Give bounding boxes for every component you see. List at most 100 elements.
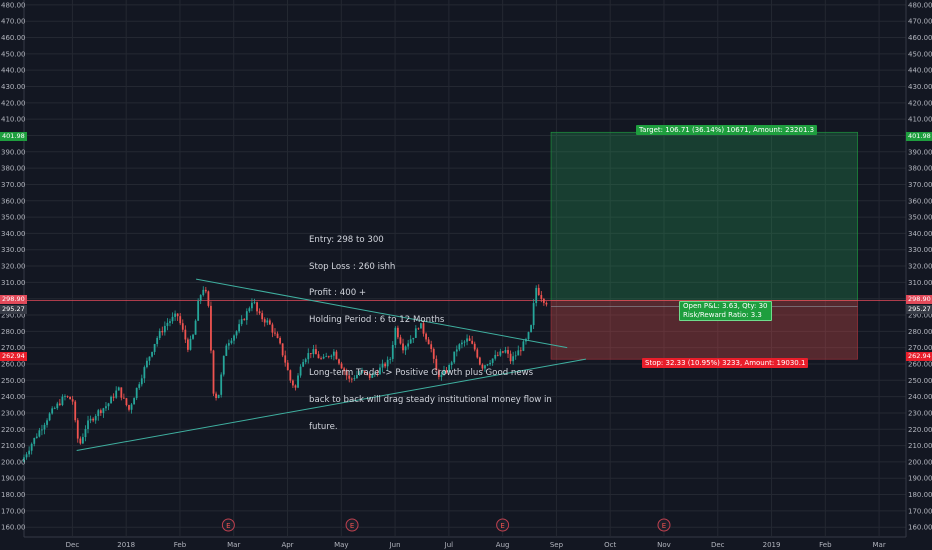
candle-body xyxy=(169,321,171,323)
candle-body xyxy=(478,357,481,365)
candle-body xyxy=(350,378,353,380)
candle-body xyxy=(268,320,271,325)
candle-body xyxy=(358,372,361,375)
right-target-price-tag: 401.98 xyxy=(906,132,932,141)
y-tick-label-right: 230.00 xyxy=(908,409,932,417)
candle-body xyxy=(204,289,207,292)
candle-body xyxy=(166,322,169,326)
y-tick-label-left: 240.00 xyxy=(1,393,26,401)
pnl-label[interactable]: Open P&L: 3.63, Qty: 30 Risk/Reward Rati… xyxy=(679,301,772,321)
candle-body xyxy=(345,371,348,376)
candle-body xyxy=(379,367,381,375)
annotation-line: Long-term Trade -> Positive Growth plus … xyxy=(309,368,534,379)
candle-body xyxy=(302,362,305,367)
candle-body xyxy=(227,343,230,346)
candle-body xyxy=(184,329,187,340)
candle-body xyxy=(332,351,335,356)
candle-body xyxy=(356,374,358,379)
candle-body xyxy=(89,418,92,421)
candle-body xyxy=(448,364,451,373)
candle-body xyxy=(130,404,133,410)
candle-body xyxy=(376,373,379,375)
x-tick-label: Apr xyxy=(281,541,293,549)
candle-body xyxy=(69,396,71,400)
candle-body xyxy=(435,358,438,371)
candle-body xyxy=(128,405,130,410)
target-label[interactable]: Target: 106.71 (36.14%) 10671, Amount: 2… xyxy=(636,125,818,135)
candle-body xyxy=(156,337,159,345)
x-tick-label: Jun xyxy=(389,541,401,549)
candle-body xyxy=(28,450,31,455)
candle-body xyxy=(437,370,440,377)
candle-body xyxy=(94,416,97,421)
candle-body xyxy=(532,303,535,326)
candle-body xyxy=(25,454,28,458)
candle-body xyxy=(491,358,494,363)
candle-body xyxy=(402,343,404,351)
candle-body xyxy=(535,287,538,304)
stop-label[interactable]: Stop: 32.33 (10.95%) 3233, Amount: 19030… xyxy=(642,358,809,368)
y-tick-label-right: 460.00 xyxy=(908,34,932,42)
candle-body xyxy=(207,291,210,306)
candle-body xyxy=(404,346,407,351)
candle-body xyxy=(245,311,248,321)
candle-body xyxy=(35,436,38,438)
x-tick-label: Nov xyxy=(657,541,671,549)
candle-body xyxy=(309,353,312,355)
candle-body xyxy=(279,337,281,344)
earnings-icon xyxy=(496,518,510,532)
x-tick-label: 2019 xyxy=(763,541,781,549)
candle-body xyxy=(225,345,228,356)
candle-body xyxy=(23,457,25,462)
candle-body xyxy=(381,363,384,368)
candle-body xyxy=(212,350,215,394)
candle-body xyxy=(56,403,59,409)
annotation-line: Holding Period : 6 to 12 Months xyxy=(309,314,445,325)
y-tick-label-right: 420.00 xyxy=(908,99,932,107)
candle-body xyxy=(82,437,84,444)
candle-body xyxy=(294,385,297,388)
y-tick-label-right: 440.00 xyxy=(908,67,932,75)
candle-body xyxy=(84,429,87,438)
candle-body xyxy=(117,387,120,391)
annotation-line: Profit : 400 + xyxy=(309,288,367,299)
right-entry-price-tag: 298.90 xyxy=(906,295,932,304)
candle-body xyxy=(210,305,212,351)
y-tick-label-left: 350.00 xyxy=(1,214,26,222)
candle-body xyxy=(417,328,420,330)
candle-body xyxy=(187,339,189,350)
candle-body xyxy=(53,408,56,409)
rr-text: Risk/Reward Ratio: 3.3 xyxy=(683,310,762,319)
trade-annotation[interactable]: Entry: 298 to 300 Stop Loss : 260 ishh P… xyxy=(309,218,552,441)
candle-body xyxy=(66,396,69,397)
x-tick-label: Dec xyxy=(66,541,80,549)
candle-body xyxy=(522,341,525,351)
x-tick-label: Sep xyxy=(550,541,564,549)
y-tick-label-left: 160.00 xyxy=(1,524,26,532)
candle-body xyxy=(243,319,246,321)
candle-body xyxy=(315,349,317,355)
x-tick-label: Jul xyxy=(444,541,454,549)
candle-body xyxy=(509,353,512,362)
candle-body xyxy=(484,365,486,369)
x-tick-label: Feb xyxy=(819,541,832,549)
candle-body xyxy=(133,398,136,405)
candle-body xyxy=(261,313,264,320)
candle-body xyxy=(230,340,233,344)
y-tick-label-left: 440.00 xyxy=(1,67,26,75)
candle-body xyxy=(120,387,123,398)
candle-body xyxy=(97,410,100,417)
earnings-icon xyxy=(221,518,235,532)
candle-body xyxy=(46,420,48,425)
candle-body xyxy=(99,410,102,414)
y-tick-label-right: 340.00 xyxy=(908,230,932,238)
candle-body xyxy=(394,327,397,345)
right-current-price-tag: 295.27 xyxy=(906,305,932,314)
candle-body xyxy=(140,378,143,385)
y-tick-label-right: 160.00 xyxy=(908,524,932,532)
left-target-price-tag: 401.98 xyxy=(0,132,27,141)
candle-body xyxy=(299,366,302,376)
candle-body xyxy=(174,313,176,317)
